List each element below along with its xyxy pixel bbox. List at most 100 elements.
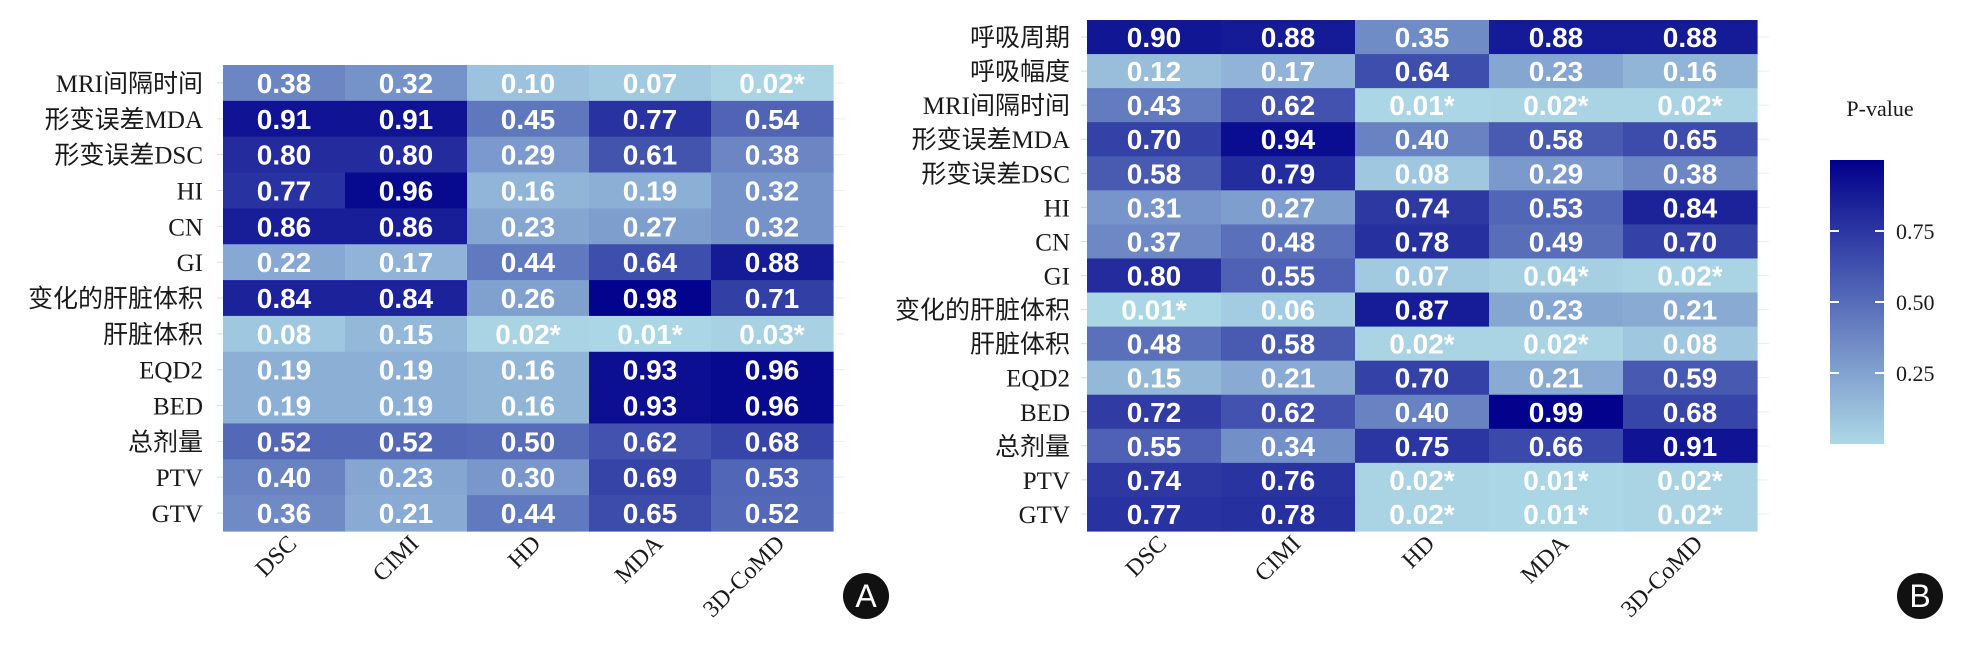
panel-a-cell-label-r12-c3: 0.65 [623,498,678,529]
panel-a-row-label: GI [177,250,203,277]
panel-b-cell-label-r7-c4: 0.02* [1657,261,1722,292]
panel-a-row-label: 总剂量 [128,428,203,456]
panel-b-cell-r8-c2 [1355,292,1490,328]
panel-b-cell-r8-c3 [1489,292,1624,328]
panel-b-row-label: CN [1035,229,1070,256]
panel-b-cell-r1-c2 [1355,54,1490,89]
panel-b-cell-label-r9-c3: 0.02* [1523,329,1588,360]
panel-a-cell-r8-c3 [589,351,712,389]
panel-a-cell-label-r4-c3: 0.27 [623,211,678,242]
panel-a-cell-label-r1-c1: 0.91 [379,104,434,135]
panel-b-cell-r9-c3 [1489,326,1624,362]
panel-b-cell-label-r8-c3: 0.23 [1529,295,1584,326]
panel-a-cell-r5-c4 [711,244,834,281]
panel-a-cell-label-r1-c2: 0.45 [501,104,556,135]
panel-a-badge-label: A [855,578,877,614]
panel-b-cell-label-r0-c4: 0.88 [1663,22,1718,53]
panel-a-row-label: 形变误差MDA [45,106,203,134]
panel-b-row-label: HI [1044,195,1070,222]
panel-b-col-label-mda: MDA [1516,530,1574,588]
panel-a-cell-r7-c4 [711,315,834,353]
panel-b-cell-label-r10-c1: 0.21 [1261,363,1316,394]
panel-a-cell-label-r5-c3: 0.64 [623,247,678,278]
panel-a-cell-label-r2-c4: 0.38 [745,140,800,171]
panel-a-row-label: BED [153,394,203,421]
panel-b-cell-label-r4-c2: 0.08 [1395,158,1450,189]
panel-b-cell-r6-c3 [1489,224,1624,260]
panel-a-cell-r11-c1 [345,459,468,496]
panel-a-cell-label-r11-c2: 0.30 [501,462,556,493]
panel-a-cell-label-r12-c2: 0.44 [501,498,556,529]
panel-b-cell-label-r8-c4: 0.21 [1663,295,1718,326]
panel-a-cell-label-r3-c0: 0.77 [257,175,312,206]
panel-b-cell-label-r9-c4: 0.08 [1663,329,1718,360]
panel-a-cell-r5-c0 [223,244,346,281]
panel-b-cell-label-r13-c4: 0.02* [1657,465,1722,496]
panel-b-cell-r11-c1 [1221,394,1356,430]
panel-a-cell-r1-c2 [467,100,590,138]
panel-b-cell-label-r4-c0: 0.58 [1127,158,1182,189]
panel-b-cell-label-r1-c1: 0.17 [1261,56,1316,87]
panel-a-cell-r12-c1 [345,495,468,532]
panel-a-cell-r10-c1 [345,423,468,460]
panel-b-cell-label-r5-c1: 0.27 [1261,192,1316,223]
panel-a-cell-r0-c0 [223,65,346,102]
panel-b-cell-label-r13-c3: 0.01* [1523,465,1588,496]
panel-b-col-label-cimi: CIMI [1250,531,1306,587]
panel-a-cell-label-r8-c3: 0.93 [623,355,678,386]
panel-b-cell-r0-c3 [1489,20,1624,55]
panel-b-row-label: EQD2 [1006,366,1070,393]
panel-a-cell-r2-c0 [223,136,346,174]
panel-a-cell-r8-c1 [345,351,468,389]
panel-b-col-label-3d-comd: 3D-CoMD [1616,531,1708,623]
panel-a-cell-label-r3-c1: 0.96 [379,175,434,206]
panel-a-cell-r10-c2 [467,423,590,460]
panel-a-cell-r10-c3 [589,423,712,460]
panel-b-cell-label-r5-c4: 0.84 [1663,192,1718,223]
panel-a-cell-r9-c3 [589,387,712,425]
panel-a-cell-label-r12-c4: 0.52 [745,498,800,529]
panel-a-cell-label-r6-c4: 0.71 [745,283,800,314]
panel-a-cell-r9-c4 [711,387,834,425]
panel-b-cell-r9-c0 [1087,326,1222,362]
panel-a-cell-r11-c4 [711,459,834,496]
panel-a-cell-r7-c3 [589,315,712,353]
panel-b-col-label-hd: HD [1397,531,1440,574]
panel-b-cell-r1-c1 [1221,54,1356,89]
panel-a-cell-r8-c4 [711,351,834,389]
panel-b-cell-label-r10-c0: 0.15 [1127,363,1182,394]
panel-b-cell-label-r9-c2: 0.02* [1389,329,1454,360]
panel-b-cell-label-r2-c4: 0.02* [1657,90,1722,121]
panel-a-cell-label-r7-c1: 0.15 [379,319,434,350]
panel-a-cell-r7-c1 [345,315,468,353]
panel-b-cell-label-r13-c2: 0.02* [1389,465,1454,496]
panel-b-cell-label-r11-c3: 0.99 [1529,397,1584,428]
panel-a-cell-r11-c2 [467,459,590,496]
panel-b-cell-r5-c4 [1623,190,1758,225]
panel-b-cell-r10-c4 [1623,360,1758,396]
panel-b-cell-r13-c3 [1489,462,1624,498]
panel-b-cell-r7-c0 [1087,258,1222,294]
panel-b-cell-label-r11-c2: 0.40 [1395,397,1450,428]
panel-a-cell-label-r10-c4: 0.68 [745,426,800,457]
panel-b-cell-r7-c4 [1623,258,1758,294]
panel-b-cell-label-r8-c2: 0.87 [1395,295,1450,326]
panel-b-cell-r12-c0 [1087,428,1222,464]
panel-a-cell-r1-c0 [223,100,346,138]
panel-a-cell-r12-c3 [589,495,712,532]
panel-b-cell-label-r0-c2: 0.35 [1395,22,1450,53]
panel-b-cell-label-r3-c3: 0.58 [1529,124,1584,155]
panel-a-badge [843,573,889,619]
panel-b-cell-label-r8-c1: 0.06 [1261,295,1316,326]
panel-b-cell-label-r5-c3: 0.53 [1529,192,1584,223]
panel-b-cell-r0-c1 [1221,20,1356,55]
panel-a-cell-r4-c4 [711,208,834,245]
panel-a-cell-r3-c3 [589,172,712,209]
panel-a-cell-label-r5-c4: 0.88 [745,247,800,278]
panel-a-cell-r2-c3 [589,136,712,174]
panel-a-cell-r2-c4 [711,136,834,174]
panel-b-cell-label-r14-c3: 0.01* [1523,499,1588,530]
panel-b-cell-r1-c4 [1623,54,1758,89]
panel-b-cell-r6-c2 [1355,224,1490,260]
panel-b-cell-r2-c0 [1087,88,1222,123]
